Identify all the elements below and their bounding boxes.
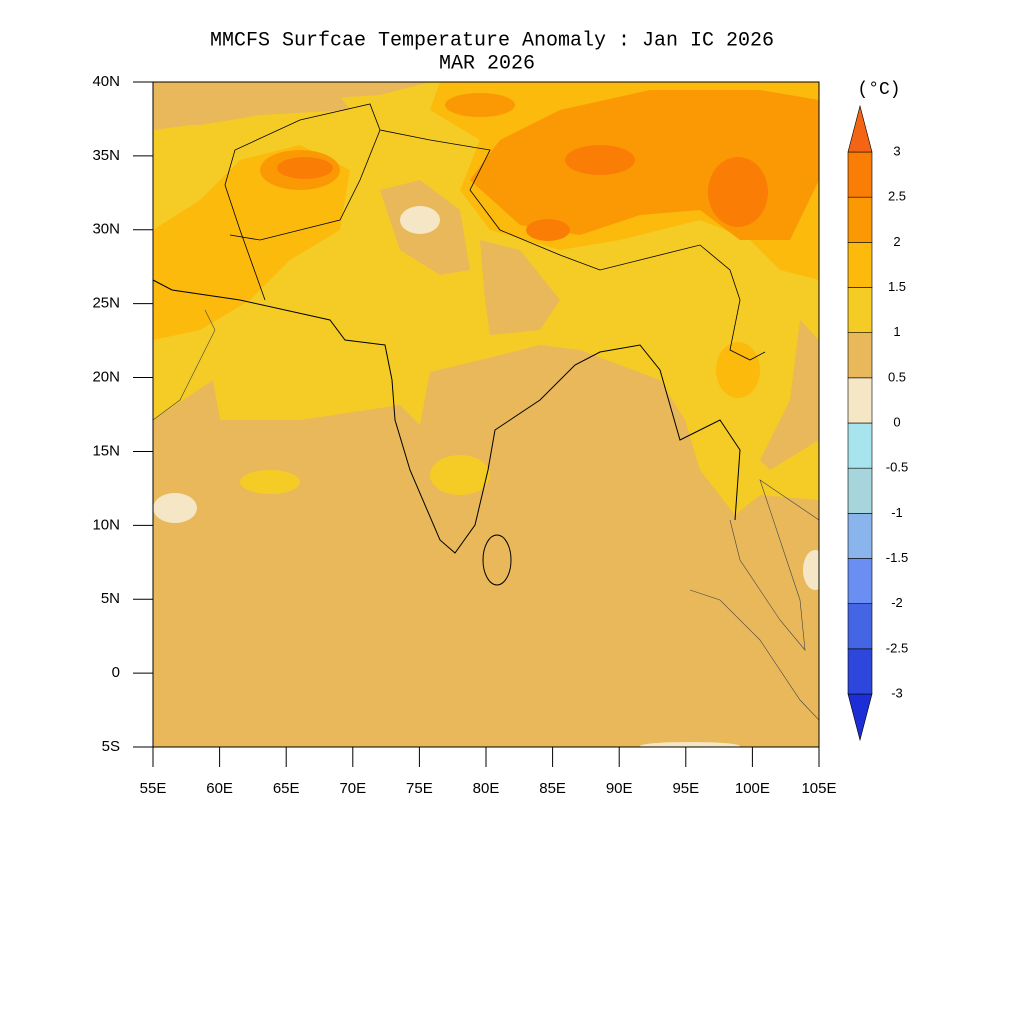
colorbar-box: [847, 422, 873, 469]
colorbar-label: -1.5: [886, 550, 908, 565]
anomaly-fill: [803, 550, 819, 590]
colorbar-box: [847, 242, 873, 288]
anomaly-fill: [153, 493, 197, 523]
anomaly-fill: [708, 157, 768, 227]
y-tick-label: 30N: [92, 221, 120, 238]
anomaly-fill: [153, 145, 350, 340]
anomaly-fill: [400, 206, 440, 234]
y-tick-label: 0: [112, 664, 120, 681]
colorbar-label: -0.5: [886, 460, 908, 475]
coastline: [153, 279, 741, 554]
subtitle: MAR 2026: [439, 52, 535, 75]
y-tick-label: 5N: [101, 590, 120, 607]
colorbar-label: 2: [893, 234, 900, 249]
colorbar-min-triangle: [847, 693, 873, 742]
x-tick-label: 95E: [672, 780, 699, 797]
border: [224, 103, 381, 301]
y-tick-label: 15N: [92, 442, 120, 459]
x-tick-label: 70E: [339, 780, 366, 797]
colorbar-label: -2.5: [886, 640, 908, 655]
x-tick-label: 55E: [140, 780, 167, 797]
colorbar-box: [847, 332, 873, 379]
x-tick-label: 80E: [473, 780, 500, 797]
colorbar-label: 3: [893, 143, 900, 158]
coastline: [689, 589, 819, 721]
border: [379, 129, 766, 361]
colorbar-label: 1: [893, 324, 900, 339]
y-tick-label: 35N: [92, 147, 120, 164]
y-tick-label: 20N: [92, 369, 120, 386]
anomaly-fill: [430, 455, 490, 495]
x-tick-label: 90E: [606, 780, 633, 797]
colorbar-label: 1.5: [888, 279, 906, 294]
colorbar-max-triangle: [847, 104, 873, 153]
colorbar-box: [847, 603, 873, 650]
x-tick-label: 100E: [735, 780, 770, 797]
x-tick-label: 75E: [406, 780, 433, 797]
anomaly-fill: [277, 157, 333, 179]
colorbar-box: [847, 287, 873, 333]
x-tick-label: 105E: [801, 780, 836, 797]
anomaly-fill: [565, 145, 635, 175]
colorbar-box: [847, 648, 873, 695]
coastline: [482, 534, 512, 586]
x-tick-label: 65E: [273, 780, 300, 797]
map-area: [153, 82, 819, 747]
colorbar-title: (°C): [857, 80, 900, 100]
colorbar-label: -3: [891, 685, 903, 700]
anomaly-fill: [760, 320, 819, 470]
anomaly-fill: [445, 93, 515, 117]
colorbar-box: [847, 467, 873, 514]
colorbar-box: [847, 513, 873, 559]
anomaly-fill: [716, 342, 760, 398]
colorbar-box: [847, 558, 873, 604]
colorbar-label: 2.5: [888, 189, 906, 204]
colorbar-label: -1: [891, 505, 903, 520]
title: MMCFS Surfcae Temperature Anomaly : Jan …: [210, 29, 774, 52]
anomaly-fill: [526, 219, 570, 241]
x-tick-label: 85E: [539, 780, 566, 797]
colorbar-label: 0: [893, 414, 900, 429]
anomaly-fill: [240, 470, 300, 494]
colorbar-box: [847, 151, 873, 198]
y-tick-label: 40N: [92, 73, 120, 90]
colorbar-box: [847, 377, 873, 424]
colorbar-box: [847, 196, 873, 243]
colorbar-label: 0.5: [888, 369, 906, 384]
coastline: [729, 479, 819, 651]
x-tick-label: 60E: [206, 780, 233, 797]
colorbar-label: -2: [891, 595, 903, 610]
anomaly-fill: [480, 240, 560, 335]
anomaly-fill: [640, 742, 740, 747]
y-tick-label: 10N: [92, 516, 120, 533]
coastline: [153, 309, 216, 421]
y-tick-label: 5S: [102, 738, 120, 755]
y-tick-label: 25N: [92, 295, 120, 312]
anomaly-fill: [153, 82, 350, 125]
